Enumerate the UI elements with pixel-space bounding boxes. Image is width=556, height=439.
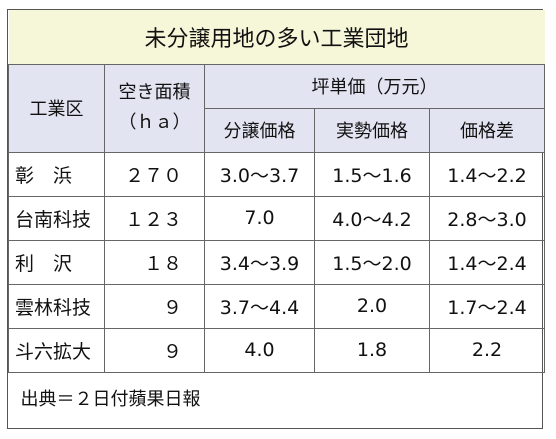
cell-market-price: 1.5～2.0 (314, 239, 430, 285)
cell-area: ２７０ (104, 151, 205, 197)
cell-park: 彰 浜 (8, 151, 105, 197)
table-frame: 未分譲用地の多い工業団地 工業区 空き面積 （ｈａ） 坪単価（万元） 分譲価格 … (7, 9, 546, 429)
industrial-parks-table: 未分譲用地の多い工業団地 工業区 空き面積 （ｈａ） 坪単価（万元） 分譲価格 … (8, 10, 546, 424)
header-vacant-area-line1: 空き面積 (118, 82, 191, 103)
cell-sale-price: 3.0～3.7 (204, 151, 315, 197)
cell-sale-price: 7.0 (204, 195, 315, 241)
header-difference: 価格差 (428, 107, 546, 153)
cell-park: 雲林科技 (8, 283, 105, 329)
cell-area: ９ (104, 327, 205, 373)
cell-area: １２３ (104, 195, 205, 241)
cell-sale-price: 3.7～4.4 (204, 283, 315, 329)
table-row: 利 沢 １８ 3.4～3.9 1.5～2.0 1.4～2.4 (8, 239, 546, 285)
header-vacant-area-line2: （ｈａ） (118, 112, 191, 133)
cell-park: 斗六拡大 (8, 327, 105, 373)
table-title: 未分譲用地の多い工業団地 (8, 10, 545, 65)
table-row: 彰 浜 ２７０ 3.0～3.7 1.5～1.6 1.4～2.2 (8, 151, 546, 197)
cell-sale-price: 4.0 (204, 327, 315, 373)
cell-market-price: 4.0～4.2 (314, 195, 430, 241)
header-park: 工業区 (8, 63, 105, 153)
cell-difference: 2.8～3.0 (428, 195, 546, 241)
header-vacant-area: 空き面積 （ｈａ） (104, 63, 205, 153)
table-row: 雲林科技 ９ 3.7～4.4 2.0 1.7～2.4 (8, 283, 546, 329)
table-row: 台南科技 １２３ 7.0 4.0～4.2 2.8～3.0 (8, 195, 546, 241)
cell-difference: 1.4～2.2 (428, 151, 546, 197)
cell-park: 台南科技 (8, 195, 105, 241)
cell-difference: 1.4～2.4 (428, 239, 546, 285)
source-note: 出典＝２日付蘋果日報 (8, 371, 545, 424)
cell-difference: 1.7～2.4 (428, 283, 546, 329)
cell-park: 利 沢 (8, 239, 105, 285)
cell-area: ９ (104, 283, 205, 329)
cell-area: １８ (104, 239, 205, 285)
cell-market-price: 1.8 (314, 327, 430, 373)
cell-sale-price: 3.4～3.9 (204, 239, 315, 285)
table-row: 斗六拡大 ９ 4.0 1.8 2.2 (8, 327, 546, 373)
header-price-group: 坪単価（万元） (203, 63, 546, 109)
cell-difference: 2.2 (428, 327, 546, 373)
cell-market-price: 2.0 (314, 283, 430, 329)
header-market-price: 実勢価格 (314, 107, 430, 153)
header-sale-price: 分譲価格 (204, 107, 315, 153)
cell-market-price: 1.5～1.6 (314, 151, 430, 197)
